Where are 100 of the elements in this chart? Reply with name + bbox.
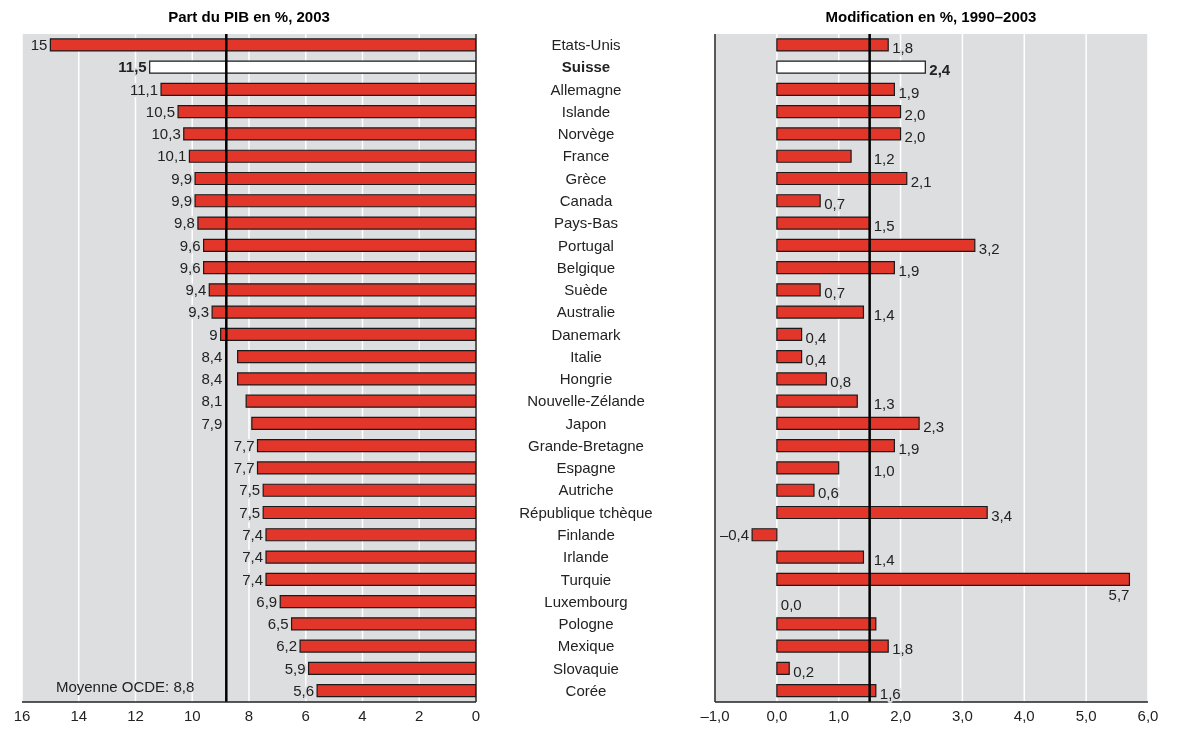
data-label: 1,2 [873, 150, 895, 168]
bar [776, 127, 902, 141]
x-tick-label: 4 [358, 706, 367, 724]
bar [776, 327, 803, 341]
y-tick-label: Turquie [560, 570, 612, 588]
bar [776, 194, 821, 208]
data-label: 3,4 [991, 506, 1013, 524]
data-label: 11,5 [118, 58, 147, 76]
data-label: 10,1 [157, 147, 187, 165]
y-tick-label: Grèce [565, 169, 607, 187]
data-label: 2,1 [910, 172, 932, 190]
bar [776, 572, 1131, 586]
data-label: 5,6 [293, 681, 315, 699]
y-tick-label: Grande-Bretagne [528, 436, 644, 454]
data-label: 0,2 [793, 662, 815, 680]
bar [776, 394, 858, 408]
data-label: 9 [209, 325, 218, 343]
data-label: 0,7 [824, 284, 846, 302]
x-tick-label: 6,0 [1137, 706, 1159, 724]
y-tick-label: Suède [564, 281, 608, 299]
data-label: 1,4 [873, 306, 895, 324]
data-label: 1,4 [873, 551, 895, 569]
bar [776, 216, 871, 230]
y-tick-label: Finlande [557, 526, 615, 543]
x-tick-label: 2 [415, 706, 424, 724]
data-label: 5,7 [1108, 585, 1130, 603]
data-label: 10,5 [145, 102, 176, 120]
x-tick-label: 10 [183, 706, 201, 724]
data-label: 9,9 [171, 192, 193, 209]
data-label: 2,0 [904, 105, 926, 123]
data-label: 3,2 [978, 239, 1000, 257]
x-tick-label: 2,0 [890, 706, 911, 724]
data-label: 1,9 [898, 439, 920, 457]
bar [776, 82, 895, 97]
y-tick-label: Slovaquie [553, 659, 619, 677]
data-label: –0,4 [719, 526, 750, 543]
y-tick-label: Japon [565, 414, 607, 432]
data-label: 6,2 [276, 637, 298, 655]
data-label: 9,9 [171, 169, 193, 187]
bar [776, 105, 902, 119]
data-label: 2,4 [929, 61, 951, 79]
y-tick-label: Islande [561, 102, 611, 120]
x-tick-label: 3,0 [952, 706, 973, 724]
y-tick-label: Irlande [563, 548, 609, 566]
data-label: 2,3 [923, 417, 944, 435]
y-tick-label: Allemagne [550, 80, 622, 98]
x-tick-label: 1,0 [828, 706, 850, 724]
data-label: 11,1 [129, 80, 159, 98]
data-label: 9,6 [179, 236, 201, 254]
chart-title: Modification en %, 1990–2003 [824, 8, 1038, 27]
data-label: 0,4 [805, 328, 827, 346]
bar [751, 528, 778, 542]
data-label: 2,0 [904, 128, 926, 146]
bar [776, 439, 895, 453]
x-tick-label: 0 [471, 706, 481, 724]
data-label: 7,9 [201, 414, 223, 432]
data-label: 0,6 [817, 484, 839, 502]
x-tick-label: 6 [301, 706, 310, 724]
y-tick-label: Portugal [558, 236, 614, 254]
data-label: 7,7 [233, 436, 255, 454]
data-label: 5,9 [284, 659, 306, 677]
bar [776, 661, 790, 675]
data-label: 6,9 [256, 592, 278, 610]
data-label: 15 [30, 36, 48, 54]
bar [776, 350, 803, 364]
y-tick-label: Mexique [557, 637, 615, 655]
x-tick-label: 8 [244, 706, 254, 724]
y-tick-label: Espagne [556, 459, 616, 477]
data-label: 0,0 [780, 595, 802, 613]
y-tick-label: Corée [565, 681, 607, 699]
bar [776, 684, 877, 698]
x-tick-label: 16 [13, 706, 31, 724]
y-tick-label: Australie [556, 303, 616, 321]
y-tick-label: Suisse [561, 58, 611, 76]
bar [776, 550, 865, 564]
data-label: 9,8 [174, 214, 195, 232]
y-tick-label: Pays-Bas [553, 214, 619, 232]
y-tick-label: Canada [559, 192, 613, 209]
y-tick-label: France [562, 147, 610, 165]
data-label: 7,5 [239, 503, 261, 521]
data-label: 1,0 [873, 462, 895, 480]
data-label: 0,4 [805, 350, 827, 368]
y-tick-label: Italie [570, 347, 602, 365]
x-tick-label: –1,0 [700, 706, 730, 724]
bar [776, 416, 920, 431]
data-label: 9,4 [185, 281, 207, 299]
x-tick-label: 14 [70, 706, 88, 724]
data-label: 7,7 [233, 459, 255, 477]
bar [776, 372, 827, 386]
y-tick-label: Nouvelle-Zélande [527, 392, 645, 410]
x-tick-label: 0,0 [766, 706, 788, 724]
data-label: 1,5 [873, 217, 895, 235]
y-tick-label: Danemark [551, 325, 622, 343]
bar [776, 149, 852, 163]
bar [776, 238, 976, 252]
bar [776, 461, 840, 475]
y-tick-label: Etats-Unis [551, 36, 621, 54]
bar [776, 505, 988, 520]
bar [776, 305, 865, 319]
x-tick-label: 5,0 [1075, 706, 1097, 724]
